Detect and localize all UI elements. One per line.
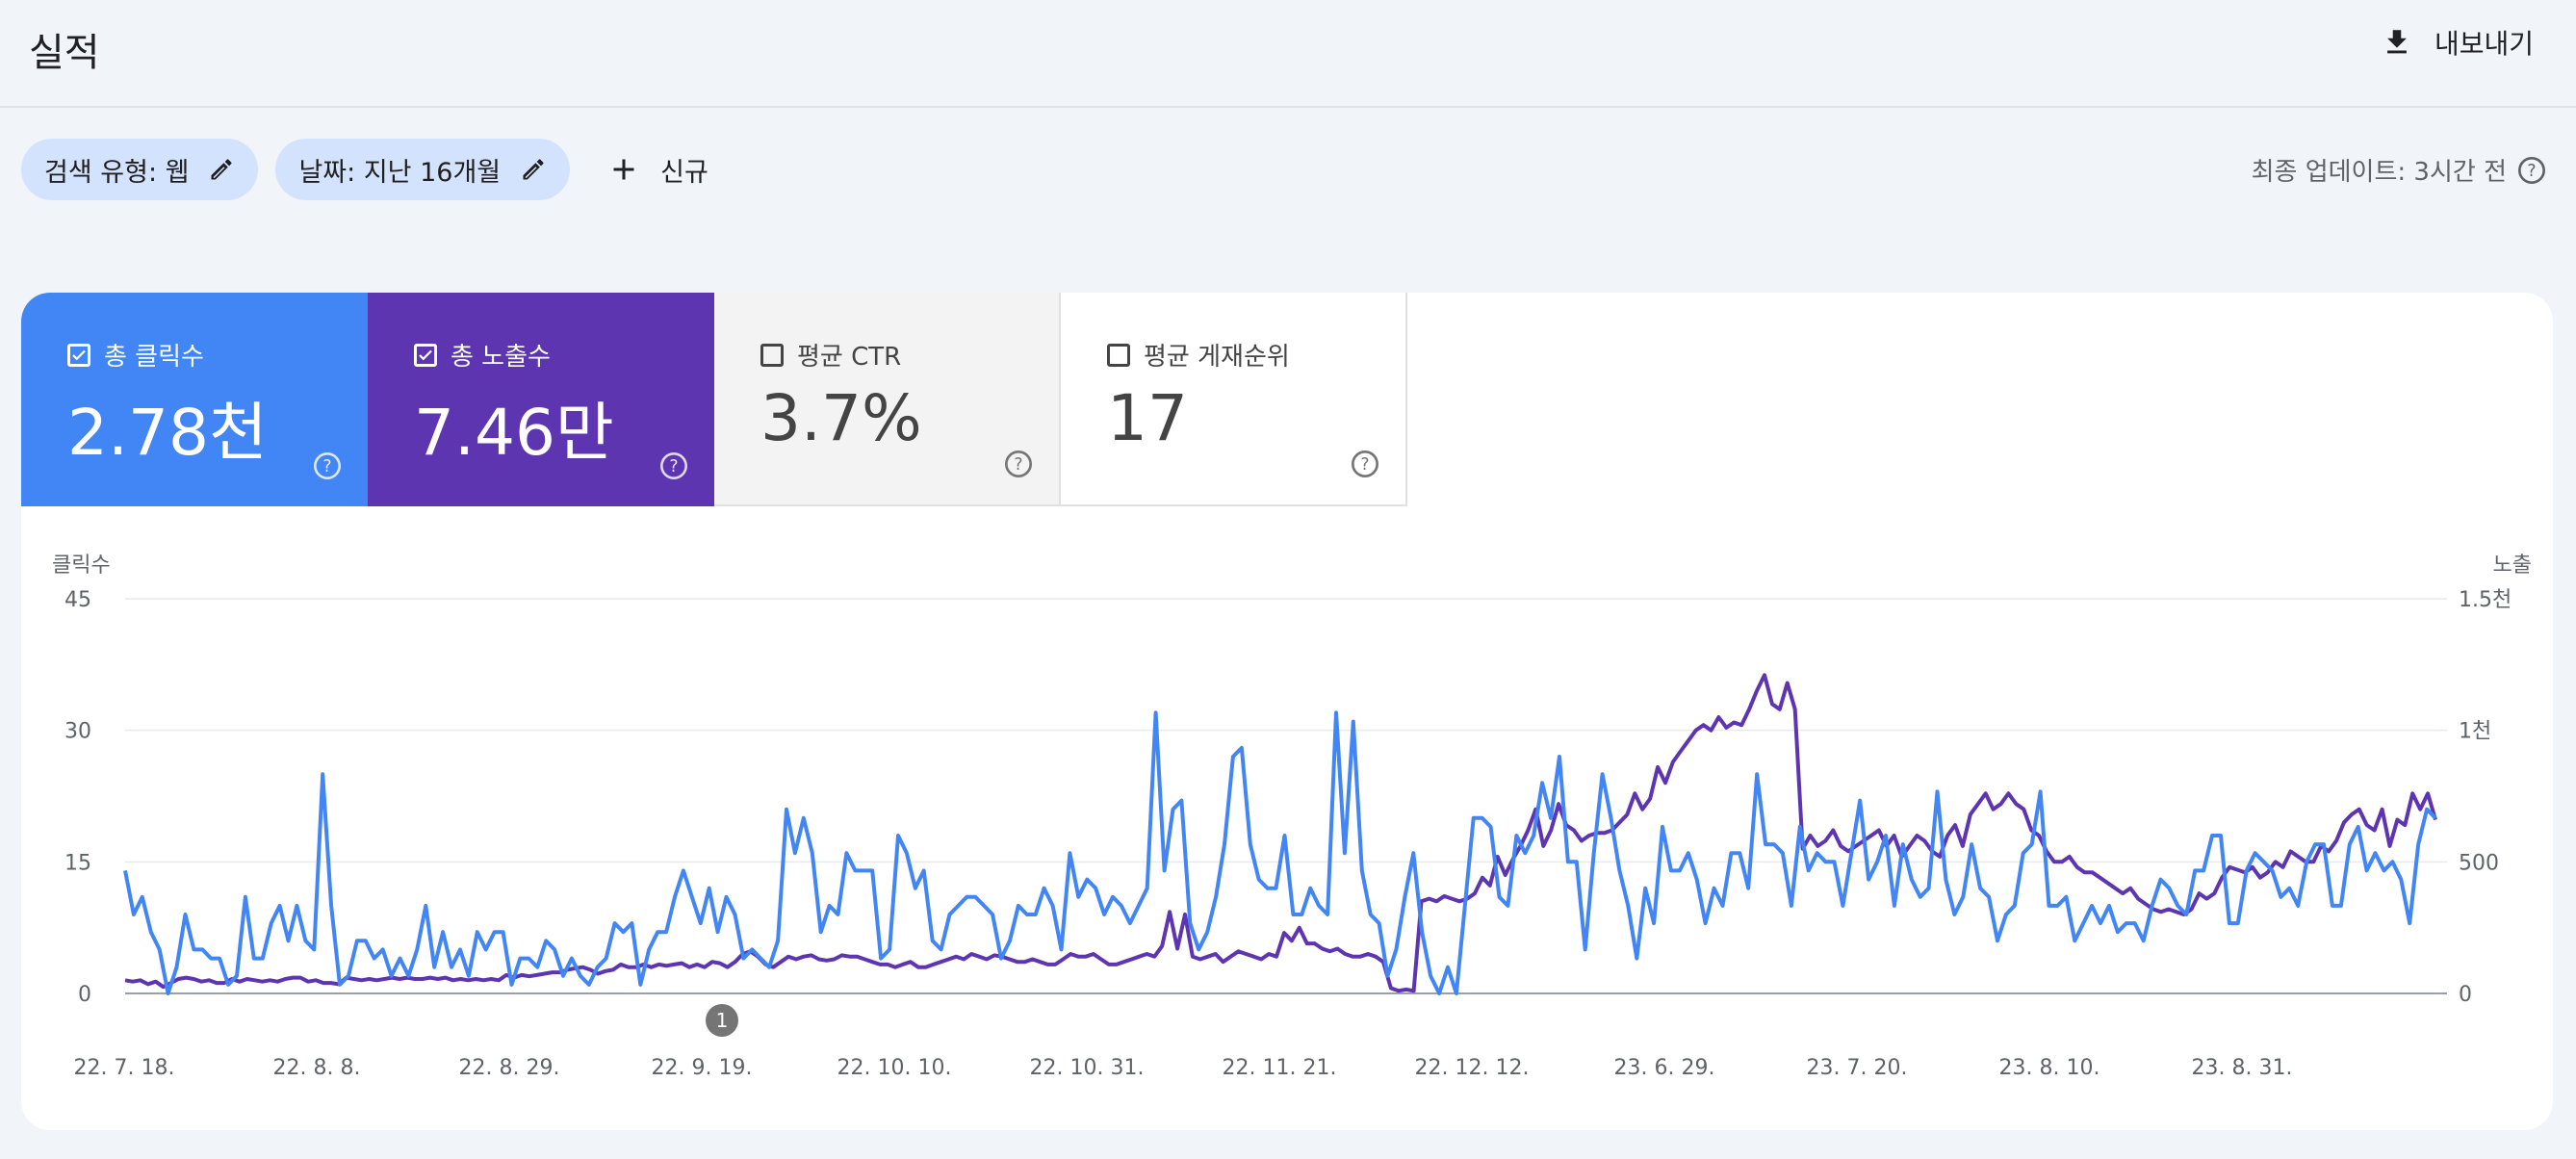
checkbox-icon[interactable] [760, 343, 784, 367]
metric-value: 17 [1107, 381, 1188, 455]
svg-text:?: ? [2527, 162, 2536, 181]
svg-text:?: ? [1360, 455, 1369, 475]
pencil-icon[interactable] [520, 156, 547, 183]
date-filter-label: 날짜: 지난 16개월 [298, 157, 502, 188]
x-tick-label: 22. 8. 8. [273, 1056, 361, 1080]
pencil-icon[interactable] [208, 156, 235, 183]
search-type-filter-label: 검색 유형: 웹 [44, 157, 190, 188]
export-label: 내보내기 [2434, 28, 2534, 60]
x-tick-label: 22. 9. 19. [652, 1056, 753, 1080]
x-tick-label: 22. 12. 12. [1415, 1056, 1530, 1080]
help-circle-icon[interactable]: ? [1350, 449, 1380, 479]
x-tick-label: 22. 11. 21. [1223, 1056, 1337, 1080]
export-button[interactable]: 내보내기 [2381, 23, 2534, 62]
annotation-label: 1 [716, 1009, 729, 1032]
metric-label: 평균 CTR [797, 343, 902, 372]
filter-bar: 검색 유형: 웹 날짜: 지난 16개월 신규 [21, 139, 728, 200]
add-filter-label: 신규 [660, 157, 708, 188]
checkbox-icon[interactable] [414, 343, 437, 367]
plus-icon [613, 159, 634, 180]
y-tick-label-left: 15 [64, 851, 91, 875]
y-axis-title-left: 클릭수 [52, 554, 111, 578]
y-tick-label-right: 500 [2459, 851, 2499, 875]
metric-average-position[interactable]: 평균 게재순위 17 ? [1061, 293, 1407, 506]
metric-tabs: 총 클릭수 2.78천 ? 총 노출수 7.46만 ? [21, 293, 1407, 506]
y-tick-label-right: 1천 [2459, 720, 2491, 744]
metric-average-ctr[interactable]: 평균 CTR 3.7% ? [714, 293, 1061, 506]
metric-value: 2.78천 [67, 396, 268, 470]
x-tick-label: 22. 10. 31. [1030, 1056, 1145, 1080]
metric-value: 3.7% [760, 381, 922, 455]
svg-text:?: ? [322, 457, 331, 476]
page-title: 실적 [29, 31, 100, 75]
x-tick-label: 23. 8. 10. [1999, 1056, 2100, 1080]
checkbox-icon[interactable] [1107, 343, 1130, 367]
y-tick-label-right: 0 [2459, 983, 2472, 1007]
y-tick-label-left: 30 [64, 720, 91, 744]
metric-value: 7.46만 [414, 396, 614, 470]
performance-chart[interactable]: 클릭수 노출 0 0 15 500 30 1천 45 1.5천 22. 7. 18. 22. 8. 8… [21, 293, 2553, 1130]
x-tick-label: 22. 10. 10. [837, 1056, 952, 1080]
help-circle-icon[interactable]: ? [312, 451, 343, 481]
svg-text:?: ? [669, 457, 678, 476]
last-updated-text: 최종 업데이트: 3시간 전 [2251, 158, 2507, 187]
download-icon [2387, 30, 2407, 54]
y-axis-title-right: 노출 [2493, 554, 2532, 578]
metric-total-clicks[interactable]: 총 클릭수 2.78천 ? [21, 293, 368, 506]
x-tick-label: 23. 7. 20. [1807, 1056, 1908, 1080]
add-filter-button[interactable]: 신규 [587, 139, 728, 200]
help-circle-icon[interactable]: ? [2516, 155, 2547, 186]
y-tick-label-left: 0 [78, 983, 91, 1007]
help-circle-icon[interactable]: ? [1003, 449, 1034, 479]
impressions-series-line [124, 673, 2437, 993]
metric-total-impressions[interactable]: 총 노출수 7.46만 ? [368, 293, 714, 506]
x-tick-label: 22. 8. 29. [459, 1056, 560, 1080]
x-tick-label: 23. 6. 29. [1614, 1056, 1715, 1080]
date-filter-chip[interactable]: 날짜: 지난 16개월 [275, 139, 571, 200]
last-updated: 최종 업데이트: 3시간 전 ? [2252, 152, 2547, 188]
svg-text:?: ? [1014, 455, 1022, 475]
metric-label: 총 클릭수 [104, 343, 204, 372]
clicks-series-line [123, 710, 2437, 995]
x-tick-label: 23. 8. 31. [2192, 1056, 2293, 1080]
help-circle-icon[interactable]: ? [658, 451, 689, 481]
top-bar: 실적 내보내기 [0, 0, 2576, 108]
search-type-filter-chip[interactable]: 검색 유형: 웹 [21, 139, 259, 200]
y-tick-label-right: 1.5천 [2459, 588, 2512, 612]
annotation-marker [706, 1004, 738, 1037]
y-tick-label-left: 45 [64, 588, 91, 612]
x-tick-label: 22. 7. 18. [74, 1056, 175, 1080]
metric-label: 총 노출수 [451, 343, 551, 372]
performance-card: 총 클릭수 2.78천 ? 총 노출수 7.46만 ? [21, 293, 2553, 1130]
metric-label: 평균 게재순위 [1144, 343, 1290, 372]
checkbox-icon[interactable] [67, 343, 90, 367]
